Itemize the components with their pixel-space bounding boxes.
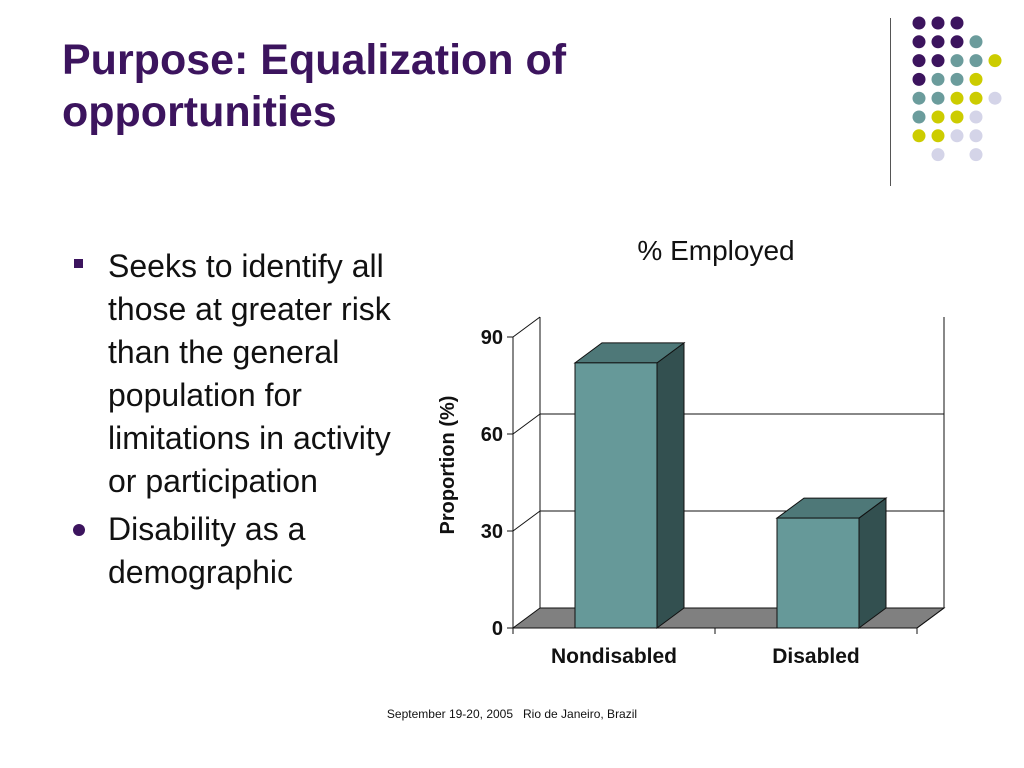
decorative-dot — [950, 110, 964, 124]
chart-title: % Employed — [637, 235, 794, 266]
employment-bar-chart: % Employed Proportion (%) 0 30 60 90 Nondisa… — [437, 235, 946, 668]
decorative-dot — [988, 91, 1002, 105]
decorative-dot — [950, 16, 964, 30]
decorative-dot — [969, 54, 983, 68]
x-category-label: Disabled — [772, 645, 860, 668]
bar-disabled — [776, 517, 860, 629]
decorative-dot — [912, 54, 926, 68]
x-axis-edge — [916, 607, 945, 629]
y-tick-label: 60 — [481, 424, 503, 446]
decorative-dot — [931, 148, 945, 162]
decorative-dot — [912, 110, 926, 124]
decorative-dot-grid — [912, 16, 1002, 162]
bar-nondisabled — [574, 362, 658, 629]
decorative-dot — [969, 148, 983, 162]
decorative-dot — [912, 129, 926, 143]
decorative-dot — [931, 129, 945, 143]
bar-side — [656, 341, 685, 629]
footer-text: September 19-20, 2005 Rio de Janeiro, Br… — [386, 707, 638, 721]
title-line-2: opportunities — [62, 88, 337, 136]
bullet-text-2: Disability as a demographic — [108, 511, 306, 590]
decorative-dot — [950, 54, 964, 68]
y-tick-label: 0 — [492, 618, 503, 640]
bullet-text-1: Seeks to identify all those at greater r… — [108, 248, 391, 499]
gridline-side — [512, 510, 541, 532]
decorative-dot — [931, 16, 945, 30]
y-axis-top-edge — [512, 316, 541, 338]
square-bullet-icon — [74, 259, 83, 268]
title-line-1: Purpose: Equalization of — [62, 36, 567, 84]
x-category-label: Nondisabled — [551, 645, 677, 668]
decorative-divider — [890, 18, 891, 186]
slide-title: Purpose: Equalization of opportunities — [62, 34, 862, 138]
circle-bullet-icon — [73, 524, 85, 536]
decorative-dot — [969, 72, 983, 86]
decorative-dot — [931, 54, 945, 68]
y-tick-label: 90 — [481, 327, 503, 349]
decorative-dot — [931, 91, 945, 105]
decorative-dot — [912, 72, 926, 86]
decorative-dot — [912, 16, 926, 30]
decorative-dot — [931, 72, 945, 86]
y-axis-label: Proportion (%) — [437, 396, 459, 535]
decorative-dot — [950, 72, 964, 86]
decorative-dot — [969, 110, 983, 124]
gridline-side — [512, 413, 541, 435]
decorative-dot — [912, 35, 926, 49]
bullet-item-1: Seeks to identify all those at greater r… — [72, 245, 417, 503]
decorative-dot — [988, 54, 1002, 68]
y-tick-label: 30 — [481, 521, 503, 543]
decorative-dot — [950, 35, 964, 49]
bullet-item-2: Disability as a demographic — [72, 508, 417, 594]
decorative-dot — [969, 129, 983, 143]
decorative-dot — [912, 91, 926, 105]
decorative-dot — [931, 35, 945, 49]
decorative-dot — [950, 91, 964, 105]
decorative-dot — [950, 129, 964, 143]
decorative-dot — [969, 91, 983, 105]
decorative-dot — [969, 35, 983, 49]
bar-side — [858, 497, 887, 629]
decorative-dot — [931, 110, 945, 124]
bullet-list: Seeks to identify all those at greater r… — [72, 245, 417, 599]
